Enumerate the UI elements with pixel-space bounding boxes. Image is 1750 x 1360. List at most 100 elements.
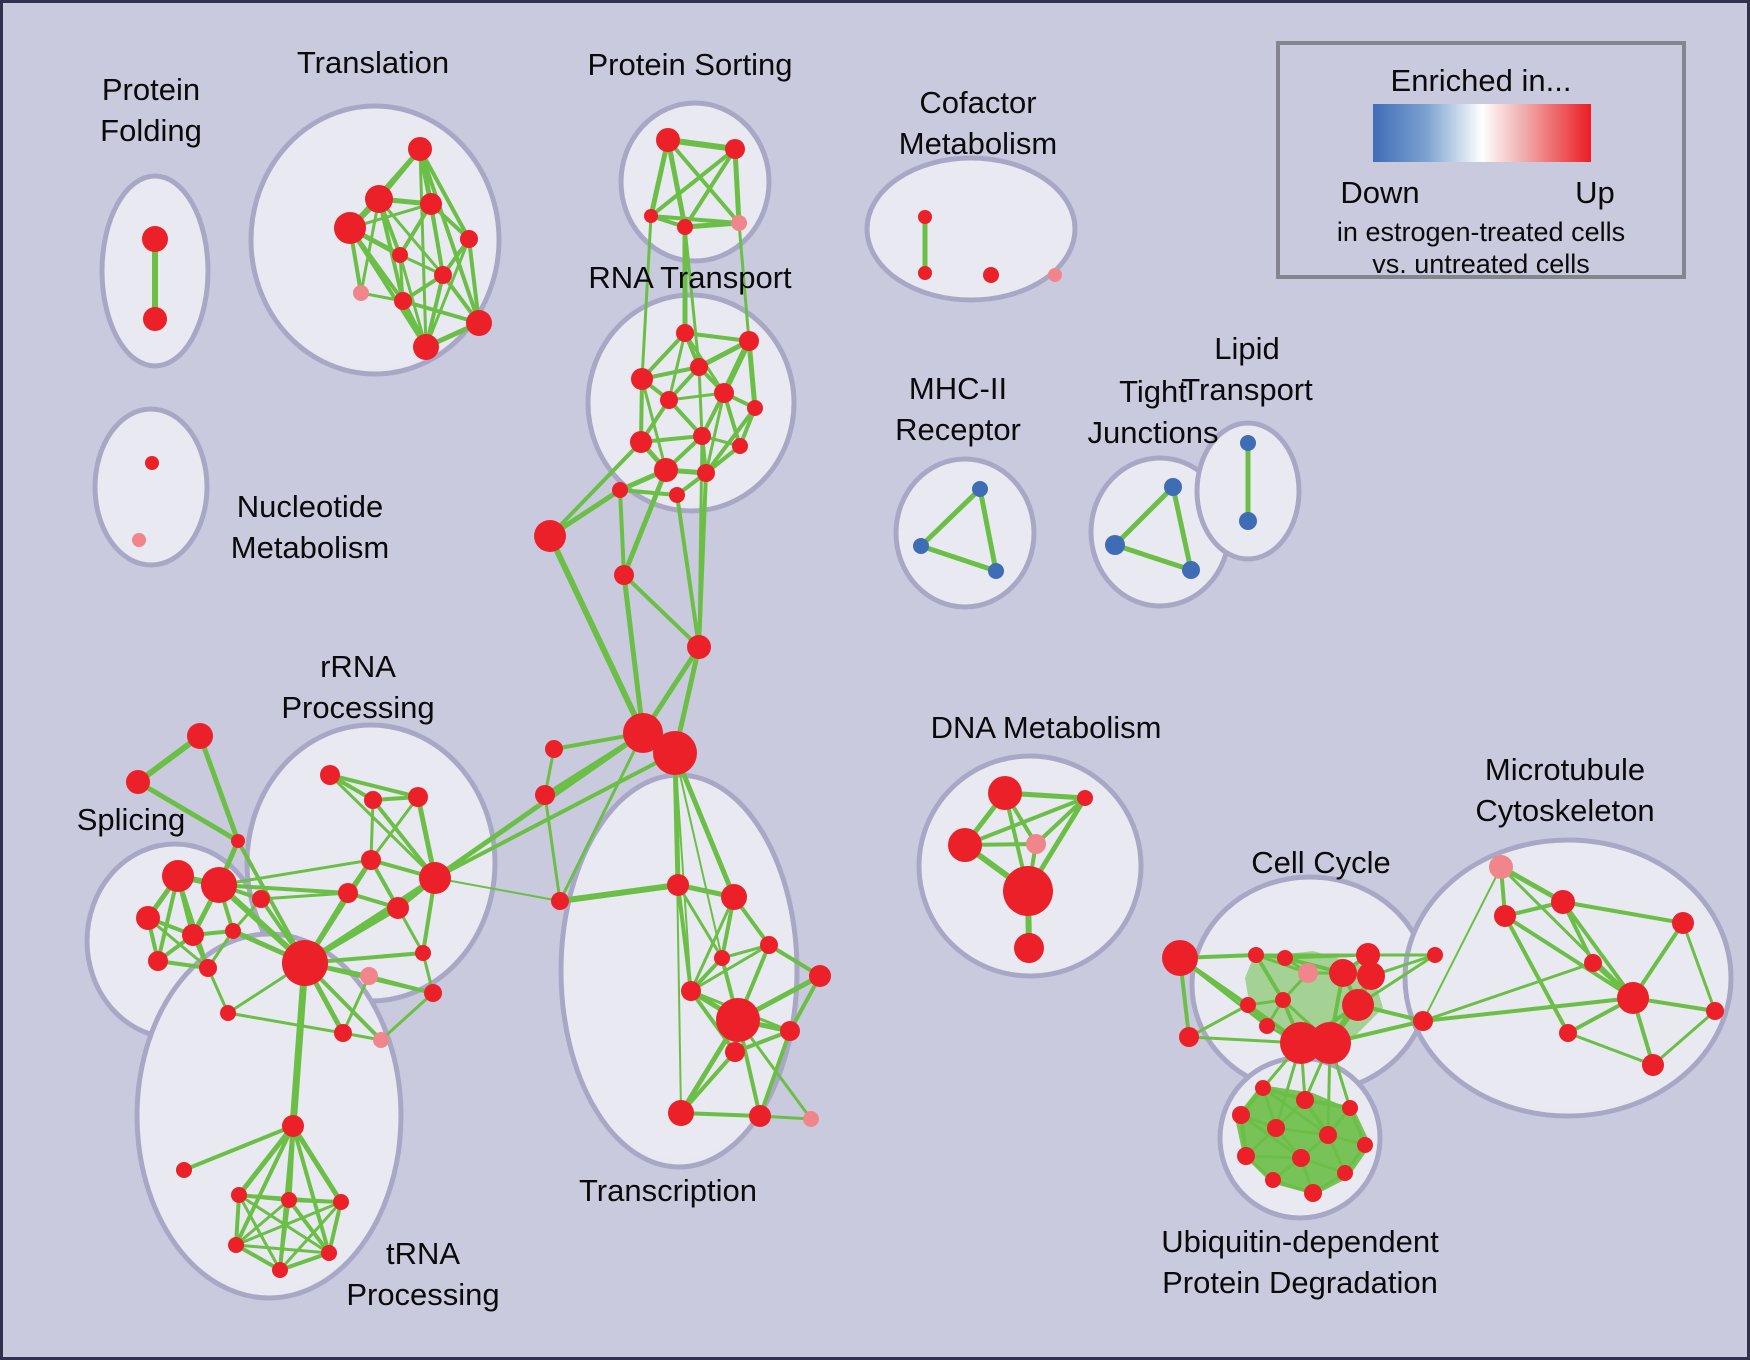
gene-set-node[interactable] — [231, 834, 245, 848]
gene-set-node[interactable] — [714, 950, 730, 966]
gene-set-node[interactable] — [1240, 997, 1256, 1013]
gene-set-node[interactable] — [1309, 1022, 1351, 1064]
gene-set-node[interactable] — [424, 984, 442, 1002]
gene-set-node[interactable] — [780, 1021, 800, 1041]
gene-set-node[interactable] — [1255, 1080, 1271, 1096]
gene-set-node[interactable] — [667, 874, 689, 896]
gene-set-node[interactable] — [988, 563, 1004, 579]
gene-set-node[interactable] — [644, 209, 658, 223]
gene-set-node[interactable] — [1489, 855, 1513, 879]
gene-set-node[interactable] — [732, 438, 748, 454]
gene-set-node[interactable] — [1105, 535, 1125, 555]
gene-set-node[interactable] — [918, 210, 932, 224]
gene-set-node[interactable] — [228, 1237, 244, 1253]
gene-set-node[interactable] — [1048, 268, 1062, 282]
gene-set-node[interactable] — [364, 791, 382, 809]
gene-set-node[interactable] — [176, 1162, 192, 1178]
gene-set-node[interactable] — [623, 713, 663, 753]
gene-set-node[interactable] — [353, 285, 369, 301]
gene-set-node[interactable] — [148, 951, 168, 971]
gene-set-node[interactable] — [1642, 1054, 1664, 1076]
gene-set-node[interactable] — [434, 266, 452, 284]
gene-set-node[interactable] — [1337, 1165, 1353, 1181]
gene-set-node[interactable] — [681, 981, 701, 1001]
gene-set-node[interactable] — [1296, 1091, 1314, 1109]
gene-set-node[interactable] — [1672, 912, 1694, 934]
gene-set-node[interactable] — [687, 635, 711, 659]
gene-set-node[interactable] — [145, 456, 159, 470]
gene-set-node[interactable] — [1342, 989, 1374, 1021]
gene-set-node[interactable] — [1319, 1126, 1337, 1144]
gene-set-node[interactable] — [1357, 962, 1385, 990]
gene-set-node[interactable] — [656, 128, 680, 152]
gene-set-node[interactable] — [731, 215, 747, 231]
gene-set-node[interactable] — [143, 307, 167, 331]
gene-set-node[interactable] — [281, 1192, 297, 1208]
gene-set-node[interactable] — [972, 481, 988, 497]
gene-set-node[interactable] — [419, 862, 451, 894]
gene-set-node[interactable] — [1298, 963, 1318, 983]
gene-set-node[interactable] — [1277, 950, 1293, 966]
gene-set-node[interactable] — [320, 765, 340, 785]
gene-set-node[interactable] — [282, 1115, 304, 1137]
gene-set-node[interactable] — [387, 897, 409, 919]
gene-set-node[interactable] — [690, 358, 708, 376]
gene-set-node[interactable] — [1239, 512, 1257, 530]
gene-set-node[interactable] — [408, 137, 432, 161]
gene-set-node[interactable] — [1584, 954, 1602, 972]
gene-set-node[interactable] — [612, 482, 628, 498]
gene-set-node[interactable] — [373, 1032, 389, 1048]
gene-set-node[interactable] — [334, 1024, 352, 1042]
gene-set-node[interactable] — [1077, 790, 1093, 806]
gene-set-node[interactable] — [1329, 959, 1357, 987]
gene-set-node[interactable] — [338, 883, 358, 903]
gene-set-node[interactable] — [1292, 1149, 1310, 1167]
gene-set-node[interactable] — [697, 464, 715, 482]
gene-set-node[interactable] — [1232, 1106, 1250, 1124]
gene-set-node[interactable] — [1026, 834, 1046, 854]
gene-set-node[interactable] — [361, 850, 381, 870]
gene-set-node[interactable] — [1267, 1119, 1285, 1137]
gene-set-node[interactable] — [199, 959, 217, 977]
gene-set-node[interactable] — [693, 427, 711, 445]
gene-set-node[interactable] — [162, 860, 194, 892]
gene-set-node[interactable] — [136, 906, 160, 930]
gene-set-node[interactable] — [803, 1111, 819, 1127]
gene-set-node[interactable] — [749, 1105, 771, 1127]
gene-set-node[interactable] — [714, 383, 734, 403]
gene-set-node[interactable] — [654, 458, 678, 482]
gene-set-node[interactable] — [534, 520, 566, 552]
gene-set-node[interactable] — [413, 334, 439, 360]
gene-set-node[interactable] — [408, 787, 428, 807]
gene-set-node[interactable] — [132, 533, 146, 547]
gene-set-node[interactable] — [1342, 1100, 1358, 1116]
gene-set-node[interactable] — [1003, 866, 1053, 916]
gene-set-node[interactable] — [142, 226, 168, 252]
gene-set-node[interactable] — [334, 212, 366, 244]
gene-set-node[interactable] — [913, 538, 929, 554]
gene-set-node[interactable] — [365, 185, 393, 213]
gene-set-node[interactable] — [535, 785, 555, 805]
gene-set-node[interactable] — [660, 391, 678, 409]
gene-set-node[interactable] — [1240, 435, 1256, 451]
gene-set-node[interactable] — [747, 400, 763, 416]
gene-set-node[interactable] — [630, 431, 652, 453]
gene-set-node[interactable] — [809, 965, 831, 987]
gene-set-node[interactable] — [1559, 1024, 1577, 1042]
gene-set-node[interactable] — [1304, 1184, 1322, 1202]
gene-set-node[interactable] — [1706, 1002, 1724, 1020]
gene-set-node[interactable] — [551, 892, 569, 910]
gene-set-node[interactable] — [201, 867, 237, 903]
gene-set-node[interactable] — [725, 139, 745, 159]
gene-set-node[interactable] — [677, 219, 693, 235]
gene-set-node[interactable] — [721, 884, 747, 910]
gene-set-node[interactable] — [187, 723, 213, 749]
gene-set-node[interactable] — [653, 731, 697, 775]
gene-set-node[interactable] — [394, 292, 412, 310]
gene-set-node[interactable] — [272, 1262, 288, 1278]
gene-set-node[interactable] — [669, 487, 685, 503]
gene-set-node[interactable] — [948, 828, 982, 862]
gene-set-node[interactable] — [918, 266, 932, 280]
gene-set-node[interactable] — [988, 776, 1022, 810]
gene-set-node[interactable] — [1617, 982, 1649, 1014]
